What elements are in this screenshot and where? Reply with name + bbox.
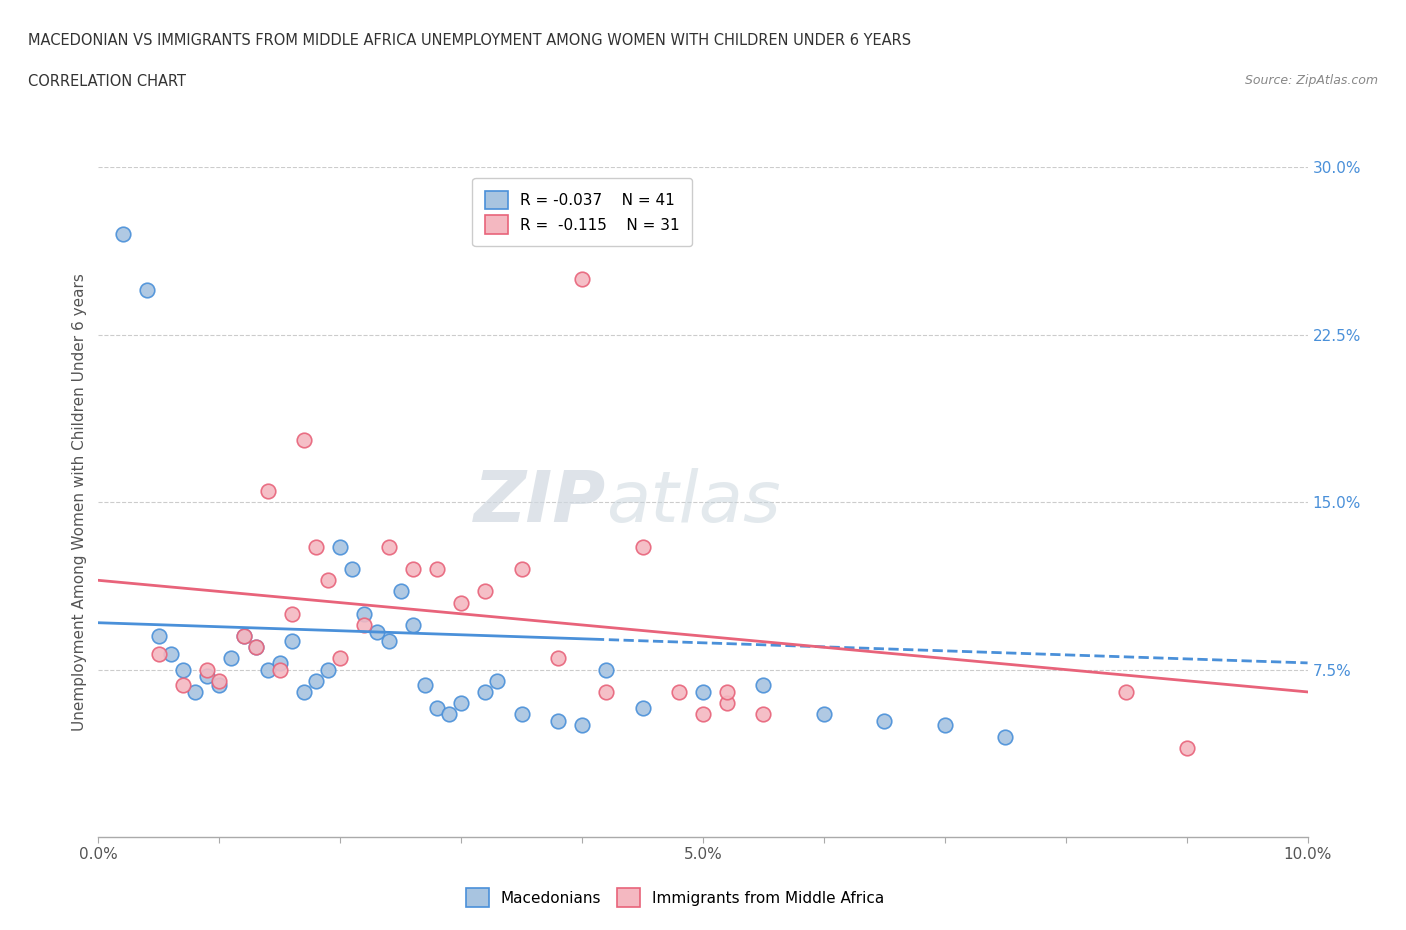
- Text: ZIP: ZIP: [474, 468, 606, 537]
- Point: [160, 646, 183, 661]
- Point: [631, 700, 654, 715]
- Point: [813, 707, 835, 722]
- Point: [413, 678, 436, 693]
- Legend: R = -0.037    N = 41, R =  -0.115    N = 31: R = -0.037 N = 41, R = -0.115 N = 31: [472, 179, 692, 246]
- Y-axis label: Unemployment Among Women with Children Under 6 years: Unemployment Among Women with Children U…: [72, 273, 87, 731]
- Point: [934, 718, 956, 733]
- Text: MACEDONIAN VS IMMIGRANTS FROM MIDDLE AFRICA UNEMPLOYMENT AMONG WOMEN WITH CHILDR: MACEDONIAN VS IMMIGRANTS FROM MIDDLE AFR…: [28, 33, 911, 47]
- Point: [195, 662, 218, 677]
- Point: [474, 684, 496, 699]
- Point: [571, 718, 593, 733]
- Point: [994, 729, 1017, 744]
- Point: [450, 696, 472, 711]
- Point: [184, 684, 207, 699]
- Point: [692, 684, 714, 699]
- Text: CORRELATION CHART: CORRELATION CHART: [28, 74, 186, 89]
- Point: [486, 673, 509, 688]
- Point: [342, 562, 364, 577]
- Point: [571, 272, 593, 286]
- Point: [195, 669, 218, 684]
- Point: [716, 684, 738, 699]
- Point: [873, 713, 896, 728]
- Point: [510, 562, 533, 577]
- Point: [208, 673, 231, 688]
- Point: [172, 678, 194, 693]
- Point: [135, 283, 157, 298]
- Point: [281, 633, 304, 648]
- Point: [329, 651, 352, 666]
- Point: [111, 227, 134, 242]
- Point: [232, 629, 254, 644]
- Point: [752, 678, 775, 693]
- Point: [256, 484, 278, 498]
- Point: [631, 539, 654, 554]
- Point: [329, 539, 352, 554]
- Point: [377, 539, 399, 554]
- Point: [595, 684, 617, 699]
- Point: [668, 684, 690, 699]
- Point: [389, 584, 412, 599]
- Point: [269, 656, 291, 671]
- Point: [402, 618, 425, 632]
- Point: [292, 684, 315, 699]
- Point: [221, 651, 243, 666]
- Point: [510, 707, 533, 722]
- Point: [474, 584, 496, 599]
- Legend: Macedonians, Immigrants from Middle Africa: Macedonians, Immigrants from Middle Afri…: [460, 883, 890, 913]
- Point: [353, 618, 375, 632]
- Text: atlas: atlas: [606, 468, 780, 537]
- Text: Source: ZipAtlas.com: Source: ZipAtlas.com: [1244, 74, 1378, 87]
- Point: [305, 673, 328, 688]
- Point: [148, 629, 170, 644]
- Point: [305, 539, 328, 554]
- Point: [402, 562, 425, 577]
- Point: [172, 662, 194, 677]
- Point: [316, 573, 339, 588]
- Point: [1115, 684, 1137, 699]
- Point: [716, 696, 738, 711]
- Point: [232, 629, 254, 644]
- Point: [281, 606, 304, 621]
- Point: [426, 562, 449, 577]
- Point: [245, 640, 267, 655]
- Point: [547, 651, 569, 666]
- Point: [450, 595, 472, 610]
- Point: [437, 707, 460, 722]
- Point: [353, 606, 375, 621]
- Point: [269, 662, 291, 677]
- Point: [245, 640, 267, 655]
- Point: [595, 662, 617, 677]
- Point: [292, 432, 315, 447]
- Point: [1175, 740, 1198, 755]
- Point: [256, 662, 278, 677]
- Point: [692, 707, 714, 722]
- Point: [377, 633, 399, 648]
- Point: [148, 646, 170, 661]
- Point: [316, 662, 339, 677]
- Point: [208, 678, 231, 693]
- Point: [426, 700, 449, 715]
- Point: [366, 624, 388, 639]
- Point: [752, 707, 775, 722]
- Point: [547, 713, 569, 728]
